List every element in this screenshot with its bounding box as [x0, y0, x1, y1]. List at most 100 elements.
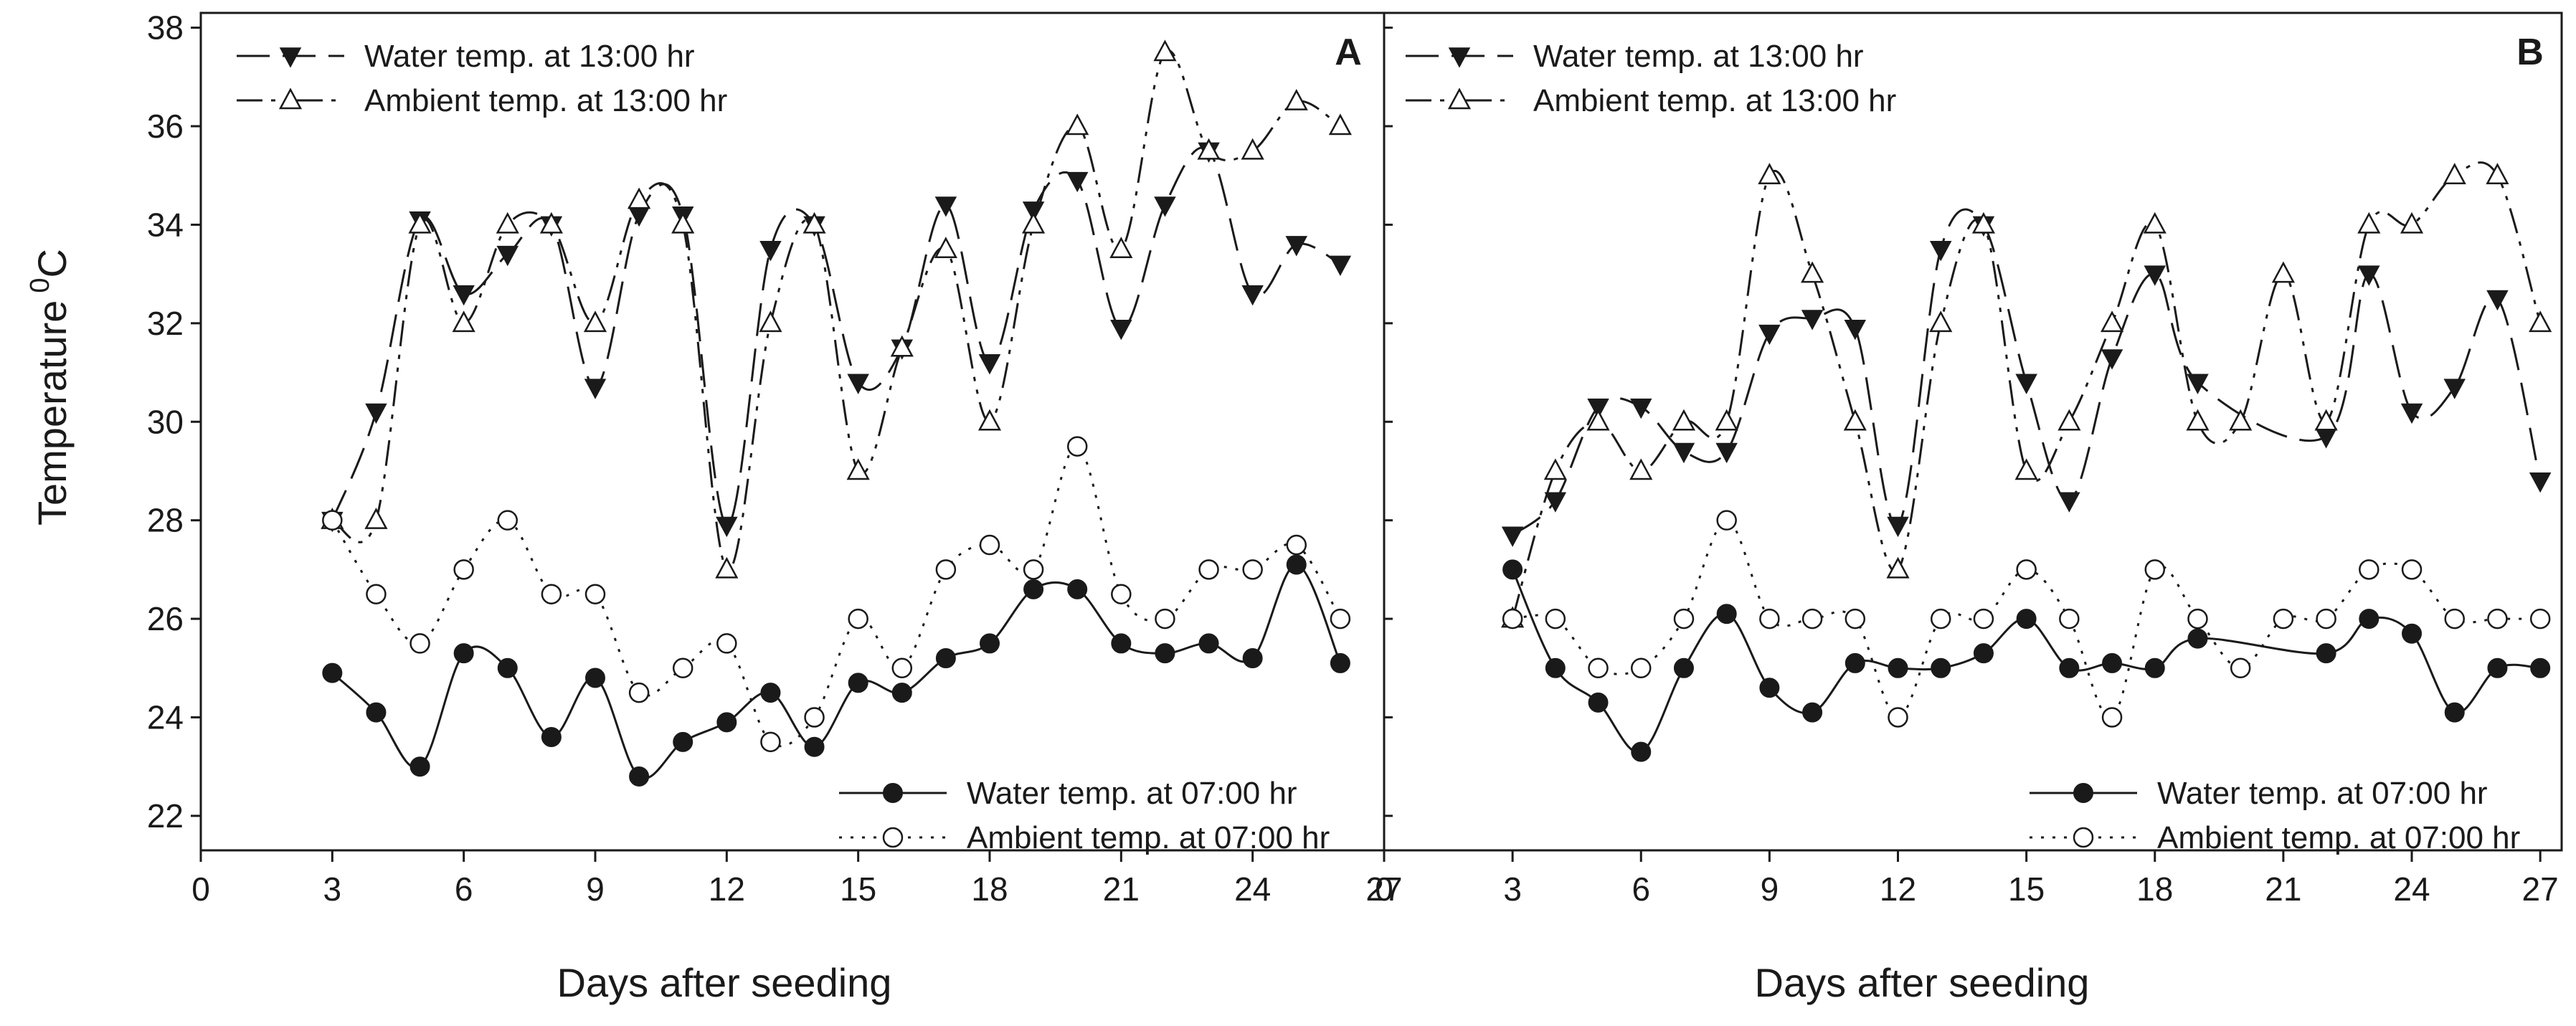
- x-tick-label-b-15: 15: [2008, 870, 2045, 908]
- legend-marker-ambient_13-1: [1447, 87, 1472, 110]
- data-point-water_13-a-day-13: [759, 241, 782, 262]
- data-point-water_13-b-day-3: [1501, 526, 1524, 547]
- data-point-ambient_13-b-day-11: [1843, 409, 1867, 431]
- panel-letter-b: B: [2516, 32, 2544, 73]
- data-point-water_07-a-day-13: [760, 683, 781, 703]
- data-point-ambient_07-a-day-16: [891, 657, 913, 679]
- data-point-water_07-a-day-9: [585, 668, 605, 688]
- data-point-ambient_07-b-day-4: [1545, 608, 1566, 630]
- data-point-ambient_07-a-day-7: [497, 510, 518, 531]
- data-point-ambient_07-a-day-24: [1242, 559, 1263, 580]
- data-point-water_07-b-day-19: [2187, 628, 2208, 649]
- x-axis-title-b: Days after seeding: [1755, 960, 2090, 1005]
- data-point-ambient_07-b-day-27: [2529, 608, 2551, 630]
- data-point-water_13-a-day-18: [978, 354, 1001, 375]
- data-point-ambient_07-b-day-25: [2444, 608, 2465, 630]
- data-point-water_07-b-day-26: [2487, 657, 2508, 678]
- y-tick-label-28: 28: [147, 502, 184, 539]
- x-tick-label-a-21: 21: [1103, 870, 1140, 908]
- data-point-water_07-b-day-4: [1545, 657, 1566, 678]
- data-point-ambient_13-a-day-16: [890, 335, 914, 357]
- data-point-water_07-b-day-12: [1888, 657, 1908, 678]
- data-point-ambient_13-a-day-21: [1109, 237, 1133, 259]
- y-tick-label-34: 34: [147, 206, 184, 243]
- data-point-ambient_13-a-day-23: [1197, 138, 1221, 160]
- data-point-water_13-b-day-18: [2144, 265, 2167, 286]
- data-point-ambient_07-a-day-5: [409, 633, 430, 654]
- data-point-ambient_13-a-day-8: [539, 212, 563, 234]
- data-point-ambient_07-b-day-16: [2059, 608, 2080, 630]
- data-point-water_13-a-day-21: [1110, 319, 1132, 341]
- data-point-water_13-b-day-24: [2400, 403, 2423, 424]
- data-point-ambient_07-a-day-22: [1155, 608, 1175, 630]
- data-point-ambient_13-a-day-26: [1328, 113, 1352, 136]
- data-point-ambient_13-b-day-14: [1971, 212, 1996, 234]
- data-point-water_07-a-day-22: [1155, 643, 1175, 664]
- x-tick-label-a-18: 18: [971, 870, 1008, 908]
- data-point-ambient_13-b-day-22: [2314, 409, 2338, 431]
- data-point-ambient_13-b-day-7: [1672, 409, 1696, 431]
- panel-b: 0 3 6 9 12 15 18 21 24 27 Water temp. at 13:00 hr A…: [1375, 11, 2563, 908]
- data-point-ambient_07-b-day-14: [1973, 608, 1994, 630]
- data-point-ambient_13-b-day-27: [2529, 310, 2552, 333]
- legend-label-ambient_07-0: Ambient temp. at 07:00 hr: [967, 820, 1330, 855]
- data-point-water_13-b-day-26: [2486, 290, 2509, 311]
- data-point-water_13-a-day-10: [628, 206, 650, 227]
- data-point-ambient_13-a-day-17: [934, 237, 957, 259]
- data-point-ambient_13-b-day-12: [1886, 556, 1910, 579]
- data-point-water_07-a-day-8: [541, 726, 562, 747]
- data-point-ambient_13-b-day-4: [1543, 458, 1567, 480]
- data-point-ambient_07-b-day-10: [1801, 608, 1823, 630]
- data-point-water_07-a-day-3: [322, 662, 343, 683]
- x-tick-label-b-9: 9: [1761, 870, 1779, 908]
- data-point-water_07-b-day-23: [2359, 609, 2380, 630]
- x-tick-label-b-24: 24: [2393, 870, 2430, 908]
- y-tick-label-30: 30: [147, 403, 184, 440]
- data-point-ambient_07-a-day-10: [628, 682, 650, 703]
- data-point-water_13-b-day-19: [2187, 374, 2209, 394]
- data-point-water_13-b-day-6: [1629, 398, 1652, 419]
- data-point-ambient_13-a-day-24: [1241, 138, 1264, 160]
- data-point-ambient_13-a-day-12: [715, 556, 739, 579]
- data-point-ambient_07-a-day-11: [672, 657, 693, 679]
- data-point-ambient_13-b-day-17: [2100, 310, 2124, 333]
- data-point-ambient_07-a-day-17: [935, 559, 957, 580]
- data-point-water_13-b-day-5: [1587, 398, 1609, 419]
- data-point-water_13-a-day-4: [365, 403, 387, 424]
- data-point-water_13-a-day-24: [1241, 285, 1264, 306]
- data-point-ambient_07-b-day-19: [2187, 608, 2208, 630]
- y-tick-label-24: 24: [147, 698, 184, 736]
- data-point-water_07-b-day-17: [2102, 652, 2123, 673]
- data-point-ambient_13-a-day-6: [452, 310, 475, 333]
- data-point-water_07-a-day-4: [366, 702, 387, 723]
- data-point-ambient_13-b-day-18: [2143, 212, 2167, 234]
- data-point-ambient_13-a-day-13: [759, 310, 782, 333]
- y-axis-title-unit: C: [29, 249, 75, 277]
- data-point-ambient_13-b-day-23: [2357, 212, 2381, 234]
- panel-letter-a: A: [1335, 32, 1362, 73]
- data-point-water_13-b-day-9: [1758, 324, 1781, 346]
- data-point-ambient_07-b-day-9: [1759, 608, 1780, 630]
- plot-frame-a: [199, 11, 1386, 852]
- data-point-ambient_13-b-day-15: [2014, 458, 2038, 480]
- legend-marker-water_07-0: [883, 783, 903, 803]
- data-point-ambient_07-a-day-21: [1111, 584, 1132, 604]
- data-point-water_13-b-day-12: [1887, 516, 1909, 538]
- x-tick-label-a-9: 9: [586, 870, 605, 908]
- data-point-ambient_13-a-day-5: [408, 212, 432, 234]
- data-point-water_13-a-day-12: [716, 516, 738, 538]
- series-line-ambient_13-a: [331, 49, 1341, 572]
- data-point-ambient_13-b-day-16: [2058, 409, 2081, 431]
- data-point-ambient_13-b-day-20: [2229, 409, 2253, 431]
- data-point-water_13-b-day-23: [2358, 265, 2380, 286]
- data-point-ambient_07-b-day-23: [2359, 559, 2380, 580]
- data-point-ambient_07-a-day-6: [453, 559, 474, 580]
- data-point-water_07-b-day-8: [1716, 604, 1737, 624]
- data-point-ambient_07-a-day-15: [848, 608, 868, 630]
- data-point-ambient_13-b-day-9: [1758, 163, 1781, 184]
- data-point-water_13-b-day-13: [1929, 241, 1952, 262]
- data-point-ambient_13-b-day-8: [1715, 409, 1738, 431]
- data-point-ambient_13-a-day-18: [977, 409, 1002, 431]
- data-point-water_13-b-day-17: [2101, 349, 2123, 370]
